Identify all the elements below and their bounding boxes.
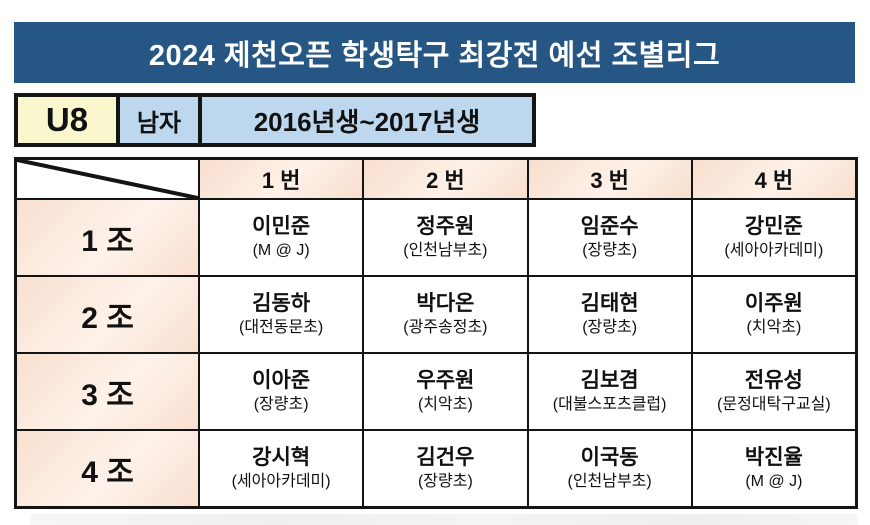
player-name: 이민준 [252, 215, 311, 238]
player-cell: 김태현 (장량초) [528, 277, 691, 352]
col-header-1: 1 번 [200, 160, 363, 198]
player-cell: 전유성 (문정대탁구교실) [692, 354, 855, 429]
player-name: 임준수 [580, 215, 639, 238]
group-label-4: 4 조 [17, 431, 198, 506]
player-name: 이주원 [744, 292, 803, 315]
player-cell: 이아준 (장량초) [200, 354, 363, 429]
player-cell: 이국동 (인천남부초) [528, 431, 691, 506]
player-club: (인천남부초) [567, 473, 652, 490]
player-name: 박다온 [416, 292, 475, 315]
col-header-3: 3 번 [528, 160, 691, 198]
player-cell: 우주원 (치악초) [364, 354, 527, 429]
player-cell: 이주원 (치악초) [692, 277, 855, 352]
player-cell: 김동하 (대전동문초) [200, 277, 363, 352]
player-club: (치악초) [417, 396, 473, 413]
player-club: (세아아카데미) [724, 242, 824, 259]
player-club: (대전동문초) [238, 319, 324, 336]
player-cell: 강민준 (세아아카데미) [692, 200, 855, 275]
player-name: 김태현 [580, 292, 639, 315]
player-cell: 박진율 (M @ J) [692, 431, 855, 506]
title-bar: 2024 제천오픈 학생탁구 최강전 예선 조별리그 [14, 22, 855, 83]
player-club: (세아아카데미) [231, 473, 331, 490]
player-name: 김보겸 [580, 369, 639, 392]
player-cell: 임준수 (장량초) [528, 200, 691, 275]
category-strip: U8 남자 2016년생~2017년생 [14, 93, 536, 147]
player-cell: 강시혁 (세아아카데미) [200, 431, 363, 506]
player-club: (치악초) [746, 319, 802, 336]
group-label-2: 2 조 [17, 277, 198, 352]
group-table: 1 번 2 번 3 번 4 번 1 조 이민준 (M @ J) 정주원 (인천남… [14, 157, 858, 509]
player-name: 박진율 [744, 446, 803, 469]
player-cell: 이민준 (M @ J) [200, 200, 363, 275]
player-name: 김동하 [252, 292, 311, 315]
col-header-4: 4 번 [692, 160, 855, 198]
birth-years-label: 2016년생~2017년생 [198, 93, 536, 147]
player-club: (장량초) [582, 319, 638, 336]
player-club: (장량초) [253, 396, 309, 413]
player-club: (장량초) [582, 242, 638, 259]
age-group-badge: U8 [14, 93, 120, 147]
player-cell: 김보겸 (대불스포츠클럽) [528, 354, 691, 429]
player-club: (M @ J) [252, 242, 310, 259]
player-club: (인천남부초) [403, 242, 488, 259]
col-header-2: 2 번 [364, 160, 527, 198]
diagonal-line-icon [17, 160, 198, 198]
player-cell: 정주원 (인천남부초) [364, 200, 527, 275]
player-name: 우주원 [416, 369, 475, 392]
player-name: 이아준 [252, 369, 311, 392]
player-cell: 박다온 (광주송정초) [364, 277, 527, 352]
player-name: 강시혁 [252, 446, 311, 469]
group-label-1: 1 조 [17, 200, 198, 275]
player-name: 전유성 [744, 369, 803, 392]
next-section-cutoff-strip [30, 514, 858, 525]
player-club: (광주송정초) [403, 319, 488, 336]
page-title: 2024 제천오픈 학생탁구 최강전 예선 조별리그 [148, 39, 721, 72]
player-club: (M @ J) [745, 473, 803, 490]
player-club: (장량초) [417, 473, 473, 490]
player-cell: 김건우 (장량초) [364, 431, 527, 506]
player-name: 이국동 [580, 446, 639, 469]
diagonal-corner-cell [17, 160, 198, 198]
player-club: (문정대탁구교실) [717, 396, 831, 413]
group-label-3: 3 조 [17, 354, 198, 429]
player-name: 김건우 [416, 446, 475, 469]
player-name: 강민준 [744, 215, 803, 238]
player-name: 정주원 [416, 215, 475, 238]
player-club: (대불스포츠클럽) [552, 396, 667, 413]
gender-label: 남자 [116, 93, 202, 147]
